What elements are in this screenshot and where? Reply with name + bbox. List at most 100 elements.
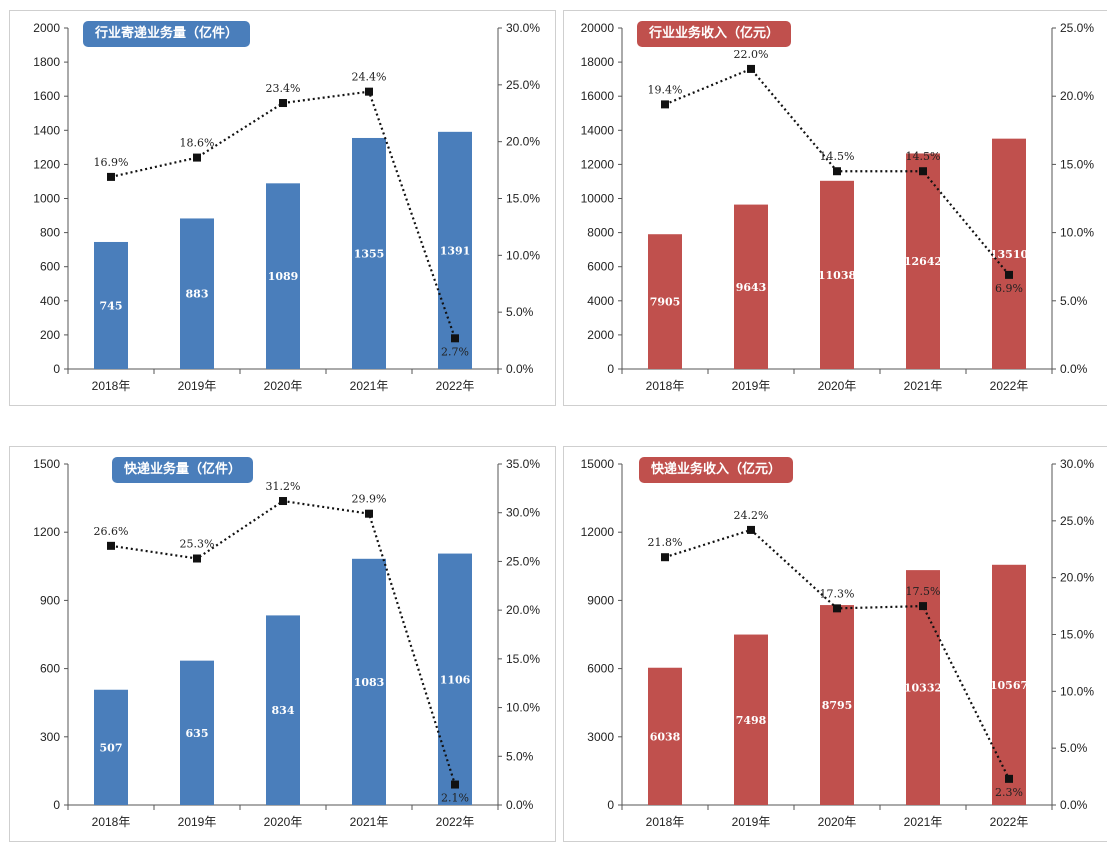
bar-value-label: 10567 bbox=[990, 679, 1028, 692]
right-tick-label: 10.0% bbox=[1060, 226, 1094, 240]
left-tick-label: 0 bbox=[53, 798, 60, 812]
x-tick-label: 2021年 bbox=[904, 379, 943, 393]
right-tick-label: 15.0% bbox=[506, 652, 540, 666]
growth-rate-label: 22.0% bbox=[734, 48, 769, 61]
x-tick-label: 2019年 bbox=[732, 815, 771, 829]
bar-value-label: 745 bbox=[100, 299, 123, 312]
left-tick-label: 4000 bbox=[587, 294, 614, 308]
left-tick-label: 3000 bbox=[587, 730, 614, 744]
bar-value-label: 7498 bbox=[736, 714, 767, 727]
bar bbox=[992, 564, 1026, 805]
right-tick-label: 15.0% bbox=[1060, 628, 1094, 642]
x-tick-label: 2018年 bbox=[646, 815, 685, 829]
bar-value-label: 1083 bbox=[354, 676, 385, 689]
bar bbox=[352, 558, 386, 805]
left-tick-label: 16000 bbox=[581, 89, 615, 103]
bar bbox=[992, 138, 1026, 369]
chart-title-badge-1: 行业寄递业务量（亿件） bbox=[83, 21, 251, 47]
growth-rate-point bbox=[365, 509, 373, 518]
growth-rate-point bbox=[279, 497, 287, 506]
x-tick-label: 2018年 bbox=[646, 379, 685, 393]
bar-value-label: 883 bbox=[186, 288, 209, 301]
bar bbox=[906, 153, 940, 369]
growth-rate-label: 21.8% bbox=[648, 536, 683, 549]
x-tick-label: 2020年 bbox=[264, 815, 303, 829]
growth-rate-point bbox=[747, 64, 755, 73]
left-tick-label: 300 bbox=[40, 730, 60, 744]
bar-value-label: 1089 bbox=[268, 270, 299, 283]
left-tick-label: 18000 bbox=[581, 55, 615, 69]
chart-panel-1: 0 200 400 600 800 1000 1200 1400 1600 1800 2000 0.0… bbox=[9, 10, 556, 406]
bar-value-label: 7905 bbox=[650, 296, 681, 309]
right-tick-label: 0.0% bbox=[506, 362, 534, 376]
right-tick-label: 0.0% bbox=[506, 798, 534, 812]
left-tick-label: 200 bbox=[40, 328, 60, 342]
bar bbox=[180, 660, 214, 805]
x-tick-label: 2022年 bbox=[436, 379, 475, 393]
bar bbox=[438, 131, 472, 369]
growth-rate-point bbox=[919, 167, 927, 176]
x-tick-label: 2018年 bbox=[92, 379, 131, 393]
bar bbox=[648, 234, 682, 369]
growth-rate-point bbox=[193, 153, 201, 162]
growth-rate-label: 24.4% bbox=[352, 71, 387, 84]
growth-rate-label: 31.2% bbox=[266, 480, 301, 493]
right-tick-label: 0.0% bbox=[1060, 362, 1088, 376]
right-tick-label: 20.0% bbox=[506, 603, 540, 617]
left-tick-label: 6000 bbox=[587, 260, 614, 274]
right-tick-label: 30.0% bbox=[1060, 457, 1094, 471]
growth-rate-label: 29.9% bbox=[352, 493, 387, 506]
bar-value-label: 12642 bbox=[904, 255, 942, 268]
x-tick-label: 2022年 bbox=[436, 815, 475, 829]
growth-rate-label: 17.3% bbox=[820, 587, 855, 600]
growth-rate-label: 23.4% bbox=[266, 82, 301, 95]
left-tick-label: 12000 bbox=[581, 157, 615, 171]
x-tick-label: 2021年 bbox=[904, 815, 943, 829]
right-tick-label: 15.0% bbox=[1060, 157, 1094, 171]
chart-panel-4: 0 3000 6000 9000 12000 15000 0.0% 5.0% 10.0% 15.0… bbox=[563, 446, 1107, 842]
right-tick-label: 25.0% bbox=[1060, 514, 1094, 528]
right-tick-label: 20.0% bbox=[1060, 89, 1094, 103]
bar-value-label: 1355 bbox=[354, 247, 385, 260]
bar bbox=[180, 218, 214, 369]
growth-rate-point bbox=[279, 99, 287, 108]
chart-title-badge-4: 快递业务收入（亿元） bbox=[639, 457, 794, 483]
growth-rate-label: 25.3% bbox=[180, 538, 215, 551]
growth-rate-label: 18.6% bbox=[180, 137, 215, 150]
x-tick-label: 2022年 bbox=[990, 815, 1029, 829]
left-tick-label: 800 bbox=[40, 226, 60, 240]
right-tick-label: 30.0% bbox=[506, 506, 540, 520]
bar bbox=[266, 615, 300, 805]
left-tick-label: 1000 bbox=[33, 192, 60, 206]
left-tick-label: 2000 bbox=[587, 328, 614, 342]
x-tick-label: 2019年 bbox=[178, 815, 217, 829]
right-tick-label: 10.0% bbox=[506, 248, 540, 262]
x-tick-label: 2019年 bbox=[732, 379, 771, 393]
growth-rate-label: 2.3% bbox=[995, 786, 1023, 799]
growth-rate-point bbox=[919, 602, 927, 611]
bar bbox=[820, 180, 854, 369]
growth-rate-label: 2.1% bbox=[441, 792, 469, 805]
left-tick-label: 6000 bbox=[587, 662, 614, 676]
left-tick-label: 600 bbox=[40, 260, 60, 274]
bar-value-label: 635 bbox=[186, 727, 209, 740]
left-tick-label: 1800 bbox=[33, 55, 60, 69]
bar bbox=[94, 241, 128, 369]
left-tick-label: 8000 bbox=[587, 226, 614, 240]
left-tick-label: 2000 bbox=[33, 21, 60, 35]
left-tick-label: 10000 bbox=[581, 192, 615, 206]
chart-title-badge-2: 行业业务收入（亿元） bbox=[637, 21, 792, 47]
growth-rate-point bbox=[661, 100, 669, 109]
right-tick-label: 0.0% bbox=[1060, 798, 1088, 812]
growth-rate-point bbox=[193, 554, 201, 563]
growth-rate-point bbox=[833, 604, 841, 613]
growth-rate-label: 17.5% bbox=[906, 585, 941, 598]
bar-value-label: 10332 bbox=[904, 682, 942, 695]
chart-svg-4: 0 3000 6000 9000 12000 15000 0.0% 5.0% 10.0% 15.0… bbox=[581, 457, 1095, 829]
x-tick-label: 2019年 bbox=[178, 379, 217, 393]
growth-rate-label: 6.9% bbox=[995, 282, 1023, 295]
left-tick-label: 1200 bbox=[33, 157, 60, 171]
bar bbox=[734, 204, 768, 369]
chart-panel-2: 0 2000 4000 6000 8000 10000 12000 14000 16000 180… bbox=[563, 10, 1107, 406]
bar bbox=[734, 634, 768, 805]
